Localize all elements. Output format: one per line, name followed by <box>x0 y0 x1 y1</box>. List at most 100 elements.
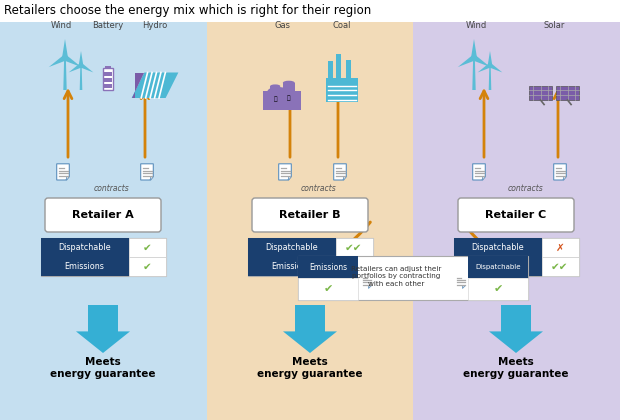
Ellipse shape <box>267 87 289 96</box>
Bar <box>247 238 335 257</box>
Bar <box>453 238 578 276</box>
Text: Dispatchable: Dispatchable <box>476 264 521 270</box>
Bar <box>40 257 128 276</box>
Text: Dispatchable: Dispatchable <box>471 243 524 252</box>
Polygon shape <box>69 63 82 72</box>
Polygon shape <box>279 164 291 180</box>
Polygon shape <box>489 305 543 353</box>
Bar <box>207 22 413 420</box>
Polygon shape <box>454 275 465 288</box>
Text: Emissions: Emissions <box>309 262 347 271</box>
Polygon shape <box>80 63 94 72</box>
Text: Emissions: Emissions <box>272 262 311 271</box>
Bar <box>247 238 373 276</box>
Bar <box>0 22 207 420</box>
Text: Dispatchable: Dispatchable <box>58 243 111 252</box>
Polygon shape <box>458 55 476 67</box>
Bar <box>413 22 620 420</box>
Circle shape <box>471 55 477 60</box>
Text: ✔: ✔ <box>494 284 503 294</box>
Text: Hydro: Hydro <box>143 21 167 30</box>
Text: ✔: ✔ <box>143 262 151 271</box>
Bar <box>270 86 280 110</box>
Text: Retailer B: Retailer B <box>279 210 341 220</box>
Text: Emissions: Emissions <box>477 262 518 271</box>
Bar <box>327 61 333 78</box>
Polygon shape <box>488 51 492 65</box>
FancyBboxPatch shape <box>252 198 368 232</box>
Polygon shape <box>477 63 491 72</box>
Text: Retailer A: Retailer A <box>72 210 134 220</box>
Polygon shape <box>471 39 477 58</box>
Text: ✗: ✗ <box>556 242 564 252</box>
Text: ✔✔: ✔✔ <box>551 262 569 271</box>
Polygon shape <box>283 305 337 353</box>
Polygon shape <box>472 58 476 90</box>
Polygon shape <box>80 65 82 90</box>
Polygon shape <box>472 55 490 67</box>
Bar <box>336 55 341 78</box>
Polygon shape <box>149 176 153 180</box>
Polygon shape <box>361 275 371 288</box>
Bar <box>541 238 578 257</box>
Polygon shape <box>76 305 130 353</box>
Bar <box>283 83 294 110</box>
Text: contracts: contracts <box>508 184 544 193</box>
Polygon shape <box>49 55 66 67</box>
Polygon shape <box>56 164 69 180</box>
Bar <box>247 257 335 276</box>
Bar <box>468 278 528 300</box>
Polygon shape <box>463 285 465 288</box>
Text: Retailers can adjust their
portfolios by contracting
with each other: Retailers can adjust their portfolios by… <box>351 265 441 286</box>
Polygon shape <box>368 285 371 288</box>
Bar <box>556 86 578 100</box>
Text: contracts: contracts <box>94 184 130 193</box>
Text: Emissions: Emissions <box>64 262 104 271</box>
Bar <box>105 66 111 68</box>
Text: Dispatchable: Dispatchable <box>265 243 318 252</box>
Polygon shape <box>334 164 347 180</box>
Text: contracts: contracts <box>301 184 337 193</box>
Polygon shape <box>472 164 485 180</box>
Polygon shape <box>482 176 485 180</box>
Bar <box>40 238 128 257</box>
Polygon shape <box>63 58 67 90</box>
Polygon shape <box>288 176 291 180</box>
Bar <box>102 68 113 90</box>
Bar <box>128 257 166 276</box>
Text: ✗: ✗ <box>350 262 358 271</box>
Text: Meets
energy guarantee: Meets energy guarantee <box>257 357 363 379</box>
Bar <box>104 84 112 88</box>
Polygon shape <box>63 55 81 67</box>
Text: ✔✔: ✔✔ <box>345 242 363 252</box>
Circle shape <box>63 55 68 60</box>
Text: Coal: Coal <box>333 21 352 30</box>
Bar <box>40 238 166 276</box>
Bar <box>104 78 112 82</box>
Polygon shape <box>343 176 347 180</box>
Text: Gas: Gas <box>274 21 290 30</box>
Text: Retailers choose the energy mix which is right for their region: Retailers choose the energy mix which is… <box>4 4 371 17</box>
Polygon shape <box>62 39 68 58</box>
FancyBboxPatch shape <box>458 198 574 232</box>
Bar <box>529 86 552 100</box>
Polygon shape <box>79 51 83 65</box>
Bar <box>263 91 301 110</box>
Text: 🔥: 🔥 <box>273 97 277 102</box>
Bar <box>541 257 578 276</box>
Bar <box>326 78 358 102</box>
Text: 🔥: 🔥 <box>287 95 291 100</box>
Polygon shape <box>66 176 69 180</box>
Circle shape <box>79 63 83 67</box>
Text: ✔: ✔ <box>143 242 151 252</box>
Polygon shape <box>489 65 491 90</box>
Ellipse shape <box>283 81 294 85</box>
Bar <box>335 238 373 257</box>
Text: Wind: Wind <box>50 21 72 30</box>
Polygon shape <box>141 164 153 180</box>
Polygon shape <box>554 164 566 180</box>
Text: Retailer C: Retailer C <box>485 210 547 220</box>
Bar <box>298 278 358 300</box>
Bar <box>104 71 112 76</box>
Bar <box>468 256 528 278</box>
